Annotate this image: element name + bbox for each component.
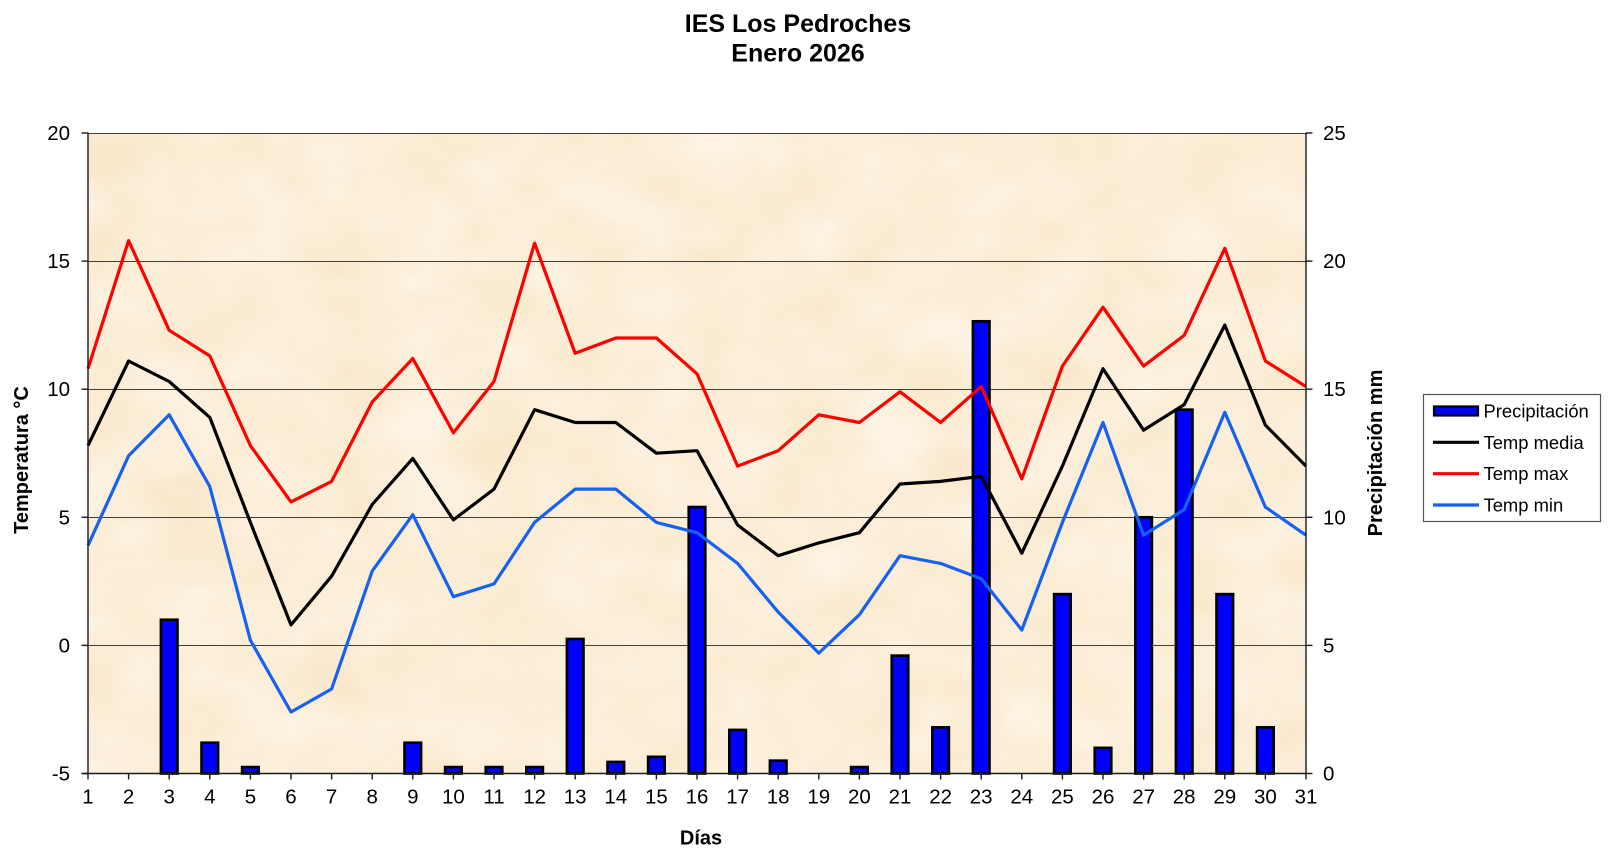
svg-text:24: 24 bbox=[1010, 786, 1033, 809]
svg-text:20: 20 bbox=[848, 786, 871, 809]
svg-text:IES Los Pedroches: IES Los Pedroches bbox=[685, 10, 911, 38]
svg-text:Temp media: Temp media bbox=[1484, 432, 1585, 453]
svg-text:2: 2 bbox=[123, 786, 134, 809]
svg-text:20: 20 bbox=[47, 122, 70, 145]
svg-text:23: 23 bbox=[970, 786, 993, 809]
svg-text:29: 29 bbox=[1213, 786, 1236, 809]
svg-text:6: 6 bbox=[285, 786, 296, 809]
svg-text:Precipitación mm: Precipitación mm bbox=[1365, 370, 1387, 537]
svg-text:14: 14 bbox=[604, 786, 627, 809]
svg-text:0: 0 bbox=[1323, 763, 1334, 786]
svg-text:20: 20 bbox=[1323, 250, 1346, 273]
svg-text:15: 15 bbox=[645, 786, 668, 809]
svg-text:Temp min: Temp min bbox=[1484, 495, 1564, 516]
svg-text:31: 31 bbox=[1295, 786, 1318, 809]
svg-text:11: 11 bbox=[483, 786, 504, 809]
svg-text:17: 17 bbox=[726, 786, 749, 809]
svg-text:5: 5 bbox=[245, 786, 256, 809]
svg-text:Temperatura °C: Temperatura °C bbox=[11, 386, 33, 534]
svg-text:25: 25 bbox=[1323, 122, 1346, 145]
svg-text:28: 28 bbox=[1173, 786, 1196, 809]
svg-text:4: 4 bbox=[204, 786, 215, 809]
svg-text:10: 10 bbox=[47, 378, 70, 401]
svg-text:Días: Días bbox=[680, 828, 722, 850]
svg-text:Temp max: Temp max bbox=[1484, 463, 1569, 484]
svg-text:12: 12 bbox=[523, 786, 546, 809]
svg-text:22: 22 bbox=[929, 786, 952, 809]
svg-text:21: 21 bbox=[889, 786, 912, 809]
svg-text:3: 3 bbox=[163, 786, 174, 809]
svg-text:-5: -5 bbox=[52, 763, 70, 786]
svg-text:5: 5 bbox=[1323, 634, 1334, 657]
svg-text:13: 13 bbox=[564, 786, 587, 809]
svg-text:7: 7 bbox=[326, 786, 337, 809]
svg-text:26: 26 bbox=[1092, 786, 1115, 809]
svg-text:8: 8 bbox=[366, 786, 377, 809]
svg-text:9: 9 bbox=[407, 786, 418, 809]
svg-text:25: 25 bbox=[1051, 786, 1074, 809]
svg-text:15: 15 bbox=[47, 250, 70, 273]
svg-text:1: 1 bbox=[82, 786, 93, 809]
svg-text:Precipitación: Precipitación bbox=[1484, 401, 1589, 422]
svg-text:15: 15 bbox=[1323, 378, 1346, 401]
svg-text:30: 30 bbox=[1254, 786, 1277, 809]
svg-text:18: 18 bbox=[767, 786, 790, 809]
svg-text:5: 5 bbox=[59, 506, 70, 529]
svg-text:27: 27 bbox=[1132, 786, 1155, 809]
svg-text:16: 16 bbox=[686, 786, 709, 809]
svg-text:19: 19 bbox=[807, 786, 830, 809]
svg-text:10: 10 bbox=[442, 786, 465, 809]
svg-text:10: 10 bbox=[1323, 506, 1346, 529]
svg-text:0: 0 bbox=[59, 634, 70, 657]
svg-text:Enero 2026: Enero 2026 bbox=[731, 39, 864, 67]
